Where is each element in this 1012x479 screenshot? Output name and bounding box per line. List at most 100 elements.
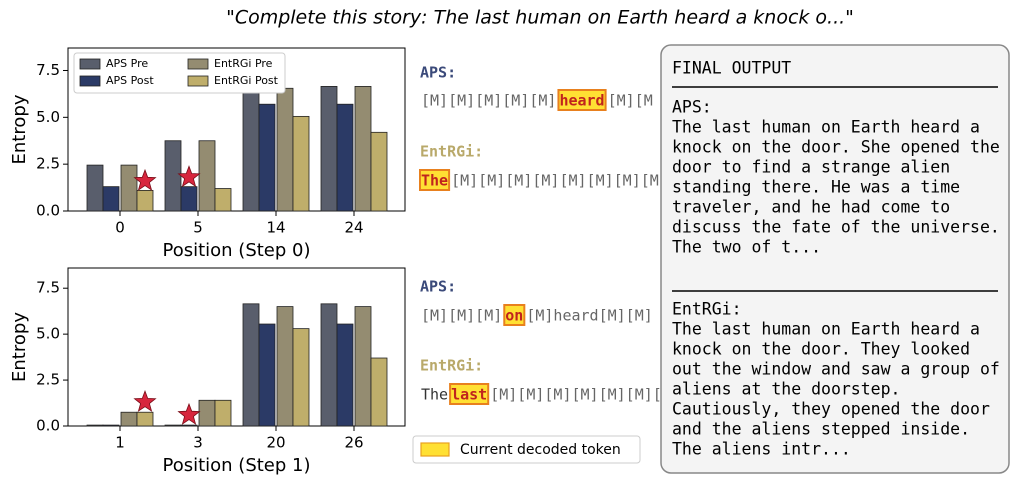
x-tick-label: 20	[266, 434, 285, 452]
output-line: standing there. He was a time	[672, 178, 960, 197]
bar	[276, 306, 294, 427]
decoded-marker	[133, 389, 157, 412]
bar	[180, 186, 198, 212]
output-line: discuss the fate of the universe.	[672, 218, 1000, 237]
bar	[336, 103, 354, 212]
bar	[136, 411, 154, 427]
bar	[242, 303, 260, 427]
method-label: EntRGi:	[420, 357, 483, 375]
legend-label: EntRGi Pre	[214, 57, 273, 70]
bar	[180, 424, 198, 427]
decoded-marker	[177, 165, 201, 188]
bar	[370, 131, 388, 212]
token-text: The	[421, 386, 448, 404]
section-label: EntRGi:	[672, 300, 742, 319]
bar	[198, 399, 216, 427]
output-line: The last human on Earth heard a	[672, 320, 980, 339]
bar	[320, 86, 338, 212]
method-label: APS:	[420, 64, 456, 82]
output-line: aliens at the doorstep.	[672, 380, 900, 399]
method-label: APS:	[420, 278, 456, 296]
legend-box	[73, 52, 286, 94]
token-highlight	[419, 169, 451, 191]
bar	[198, 140, 216, 212]
token-text: heard	[559, 92, 604, 110]
bar	[354, 306, 372, 427]
y-axis-label: Entropy	[9, 94, 30, 164]
legend-swatch	[187, 58, 209, 70]
y-tick-label: 7.5	[36, 279, 60, 297]
y-tick-label: 2.5	[36, 155, 60, 173]
bar	[102, 424, 120, 427]
bar	[336, 323, 354, 427]
x-tick-label: 14	[266, 219, 285, 237]
y-tick-label: 5.0	[36, 325, 60, 343]
token-text: The	[421, 172, 448, 190]
x-tick-label: 24	[344, 219, 363, 237]
legend-label: APS Post	[106, 74, 154, 87]
x-tick-label: 3	[193, 434, 203, 452]
decoded-marker	[177, 402, 201, 425]
token-highlight	[503, 304, 526, 326]
bar	[214, 399, 232, 427]
section-label: APS:	[672, 98, 712, 117]
output-line: and the aliens stepped inside.	[672, 420, 970, 439]
bar	[86, 164, 104, 212]
bar	[120, 164, 138, 212]
y-axis-label: Entropy	[9, 312, 30, 382]
bar	[292, 115, 310, 212]
token-text: on	[505, 307, 523, 325]
figure-title: "Complete this story: The last human on …	[226, 7, 854, 29]
y-tick-label: 0.0	[36, 417, 60, 435]
bar	[258, 323, 276, 427]
bar	[370, 357, 388, 427]
legend-label: EntRGi Post	[214, 74, 279, 87]
bar	[354, 86, 372, 212]
legend-swatch	[79, 75, 101, 87]
highlight-legend-label: Current decoded token	[460, 442, 621, 458]
output-line: The two of t...	[672, 238, 821, 257]
token-text: [M][M][M][M][M][M][M]	[490, 386, 680, 404]
y-tick-label: 2.5	[36, 371, 60, 389]
x-axis-label: Position (Step 1)	[162, 455, 310, 476]
bar	[86, 424, 104, 427]
output-line: door to find a strange alien	[672, 158, 950, 177]
x-tick-label: 5	[193, 219, 203, 237]
output-line: knock on the door. They looked	[672, 340, 970, 359]
token-text: [M][M][M][M][M][M][M][M]	[451, 172, 668, 190]
bar	[276, 87, 294, 212]
output-line: The last human on Earth heard a	[672, 118, 980, 137]
token-text: [M]heard[M][M]	[526, 307, 652, 325]
token-text: [M][M	[608, 92, 653, 110]
highlight-legend-swatch	[420, 442, 450, 457]
output-line: traveler, and he had come to	[672, 198, 950, 217]
x-axis-label: Position (Step 0)	[162, 240, 310, 261]
bar	[320, 303, 338, 427]
decoded-marker	[133, 168, 157, 191]
legend-swatch	[187, 75, 209, 87]
output-line: Cautiously, they opened the door	[672, 400, 990, 419]
highlight-legend-box	[412, 435, 641, 464]
x-tick-label: 1	[115, 434, 125, 452]
bar	[164, 424, 182, 427]
legend-label: APS Pre	[106, 57, 148, 70]
token-text: [M][M][M][M][M]	[421, 92, 556, 110]
bar	[164, 140, 182, 212]
bar	[258, 103, 276, 212]
y-tick-label: 0.0	[36, 202, 60, 220]
token-highlight	[449, 383, 490, 405]
output-line: knock on the door. She opened the	[672, 138, 1000, 157]
bar	[242, 87, 260, 212]
final-output-title: FINAL OUTPUT	[672, 59, 791, 78]
bar	[292, 328, 310, 427]
bar	[214, 188, 232, 212]
y-tick-label: 7.5	[36, 61, 60, 79]
y-tick-label: 5.0	[36, 108, 60, 126]
legend-swatch	[79, 58, 101, 70]
x-tick-label: 0	[115, 219, 125, 237]
token-highlight	[557, 89, 607, 111]
bar	[136, 189, 154, 212]
token-text: [M][M][M]	[421, 307, 502, 325]
output-line: The aliens intr...	[672, 440, 851, 459]
x-tick-label: 26	[344, 434, 363, 452]
